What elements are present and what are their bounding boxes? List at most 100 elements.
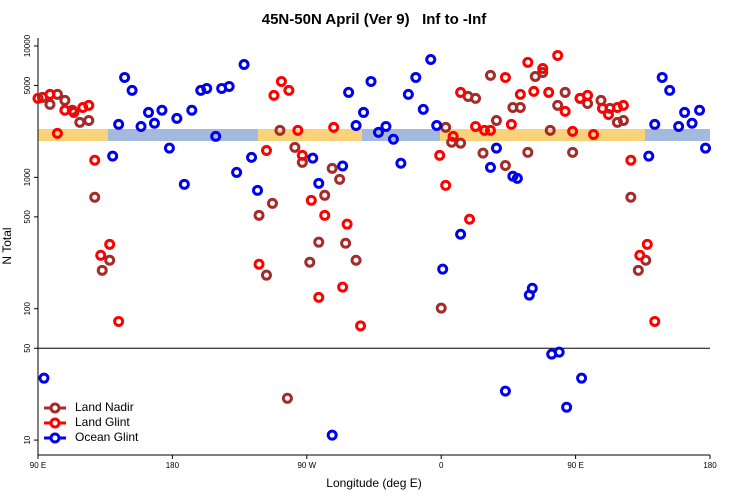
point	[231, 166, 243, 178]
point	[307, 152, 319, 164]
point	[319, 209, 331, 221]
point	[559, 86, 571, 98]
point	[95, 249, 107, 261]
y-tick-label: 5000	[23, 76, 32, 94]
land-band	[258, 129, 362, 141]
point	[490, 142, 502, 154]
point	[326, 429, 338, 441]
point	[51, 127, 63, 139]
point	[372, 126, 384, 138]
point	[292, 124, 304, 136]
point	[355, 320, 367, 332]
point	[252, 184, 264, 196]
point	[435, 302, 447, 314]
legend-label: Ocean Glint	[75, 430, 139, 444]
point	[673, 120, 685, 132]
point	[83, 114, 95, 126]
point	[617, 99, 629, 111]
point	[431, 120, 443, 132]
point	[561, 401, 573, 413]
point	[305, 194, 317, 206]
y-tick-label: 50	[23, 343, 32, 352]
point	[289, 141, 301, 153]
legend-marker	[49, 417, 61, 429]
point	[596, 102, 608, 114]
point	[113, 315, 125, 327]
series	[36, 67, 652, 404]
point	[602, 108, 614, 120]
point	[44, 98, 56, 110]
point	[210, 130, 222, 142]
point	[260, 145, 272, 157]
point	[514, 88, 526, 100]
point	[89, 191, 101, 203]
point	[395, 157, 407, 169]
point	[337, 160, 349, 172]
point	[83, 99, 95, 111]
point	[686, 117, 698, 129]
point	[425, 53, 437, 65]
point	[350, 120, 362, 132]
point	[634, 249, 646, 261]
point	[679, 106, 691, 118]
point	[334, 173, 346, 185]
point	[514, 102, 526, 114]
point	[417, 103, 429, 115]
point	[543, 86, 555, 98]
point	[156, 104, 168, 116]
point	[588, 128, 600, 140]
series	[38, 53, 712, 441]
point	[96, 264, 108, 276]
point	[484, 161, 496, 173]
point	[163, 142, 175, 154]
point	[296, 149, 308, 161]
point	[143, 106, 155, 118]
x-tick-label: 180	[703, 461, 717, 470]
point	[104, 238, 116, 250]
point	[505, 118, 517, 130]
point	[313, 291, 325, 303]
point	[365, 75, 377, 87]
point	[455, 137, 467, 149]
point	[641, 238, 653, 250]
point	[274, 124, 286, 136]
point	[552, 49, 564, 61]
point	[341, 218, 353, 230]
point	[223, 80, 235, 92]
point	[343, 86, 355, 98]
x-tick-label: 90 E	[30, 461, 46, 470]
point	[171, 112, 183, 124]
point	[313, 177, 325, 189]
point	[304, 256, 316, 268]
point	[38, 372, 50, 384]
point	[350, 254, 362, 266]
point	[447, 130, 459, 142]
legend-marker	[49, 432, 61, 444]
legend-label: Land Glint	[75, 415, 130, 429]
point	[275, 75, 287, 87]
point	[253, 258, 265, 270]
point	[89, 154, 101, 166]
point	[440, 121, 452, 133]
point	[437, 263, 449, 275]
land-band	[38, 129, 108, 141]
point	[358, 106, 370, 118]
point	[625, 191, 637, 203]
point	[537, 67, 549, 79]
point	[328, 121, 340, 133]
point	[126, 84, 138, 96]
point	[260, 269, 272, 281]
x-tick-label: 90 W	[297, 461, 316, 470]
point	[319, 189, 331, 201]
point	[522, 56, 534, 68]
point	[470, 92, 482, 104]
chart-title: 45N-50N April (Ver 9) Inf to -Inf	[262, 11, 487, 28]
point	[186, 104, 198, 116]
point	[44, 88, 56, 100]
x-tick-label: 0	[439, 461, 444, 470]
point	[567, 125, 579, 137]
point	[464, 213, 476, 225]
legend-label: Land Nadir	[75, 400, 134, 414]
y-axis-label: N Total	[0, 227, 14, 264]
